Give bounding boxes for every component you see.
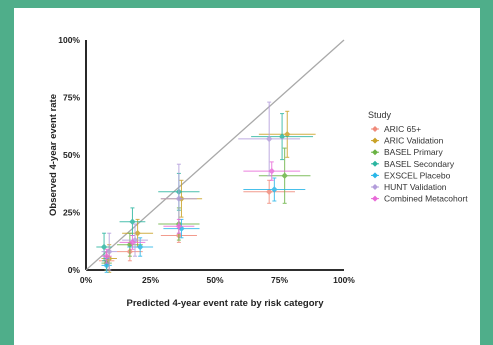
y-tick-label: 50% <box>63 150 80 160</box>
data-marks <box>96 101 316 273</box>
x-tick-label: 75% <box>271 275 288 285</box>
point-marker <box>129 239 136 246</box>
legend-label: BASEL Secondary <box>384 159 455 169</box>
legend-key-marker <box>372 172 378 179</box>
x-tick-label: 100% <box>333 275 355 285</box>
data-point <box>116 232 143 257</box>
axes <box>85 40 344 271</box>
point-marker <box>103 262 110 269</box>
data-point <box>258 110 316 158</box>
point-marker <box>136 243 144 251</box>
legend-title: Study <box>368 110 392 120</box>
legend-label: HUNT Validation <box>384 182 447 192</box>
x-tick-label: 0% <box>80 275 93 285</box>
point-marker <box>284 131 291 138</box>
x-tick-label: 50% <box>206 275 223 285</box>
point-marker <box>281 172 288 179</box>
data-point <box>163 218 195 234</box>
data-point <box>243 161 301 181</box>
legend-label: EXSCEL Placebo <box>384 170 451 180</box>
point-marker <box>175 195 183 202</box>
data-point <box>127 237 154 257</box>
point-marker <box>265 135 273 143</box>
legend-key-marker <box>372 160 378 167</box>
legend-label: ARIC 65+ <box>384 124 421 134</box>
point-marker <box>265 188 273 195</box>
legend-key-marker <box>372 126 378 132</box>
data-point <box>119 207 146 236</box>
y-axis-title: Observed 4-year event rate <box>48 94 59 216</box>
legend-key-marker <box>372 195 378 202</box>
point-marker <box>129 218 136 225</box>
y-tick-label: 100% <box>58 35 80 45</box>
legend-label: BASEL Primary <box>384 147 443 157</box>
legend-label: ARIC Validation <box>384 136 444 146</box>
point-marker <box>175 223 183 230</box>
point-marker <box>134 230 141 237</box>
identity-line <box>85 39 345 271</box>
data-point <box>119 235 146 250</box>
data-point <box>243 179 295 204</box>
data-point <box>163 218 200 239</box>
tick-labels: 0% 25% 25% 50% 50% 75% 75% 100% 100% 0% <box>58 35 355 285</box>
point-marker <box>100 243 108 251</box>
chart-panel: 0% 25% 25% 50% 50% 75% 75% 100% 100% 0% Predicted… <box>14 8 480 345</box>
data-point <box>251 113 314 161</box>
data-point <box>101 232 117 271</box>
y-tick-label: 75% <box>63 93 80 103</box>
legend-key-marker <box>372 137 378 144</box>
x-tick-label: 25% <box>142 275 159 285</box>
y-tick-label: 25% <box>63 208 80 218</box>
legend-key-marker <box>372 149 378 156</box>
identity-line-group <box>85 39 345 271</box>
data-point <box>238 101 301 177</box>
data-point <box>101 248 112 264</box>
x-axis-title: Predicted 4-year event rate by risk cate… <box>127 298 325 309</box>
data-point <box>258 147 311 204</box>
data-point <box>243 177 306 202</box>
legend-key-marker <box>372 184 378 190</box>
point-marker <box>271 186 278 193</box>
data-point <box>101 258 112 273</box>
calibration-chart: 0% 25% 25% 50% 50% 75% 75% 100% 100% 0% Predicted… <box>48 35 468 309</box>
point-marker <box>278 133 286 140</box>
point-marker <box>268 167 275 175</box>
y-tick-label: 0% <box>68 265 81 275</box>
point-marker <box>106 248 113 255</box>
legend-label: Combined Metacohort <box>384 194 468 204</box>
point-marker <box>103 253 110 260</box>
